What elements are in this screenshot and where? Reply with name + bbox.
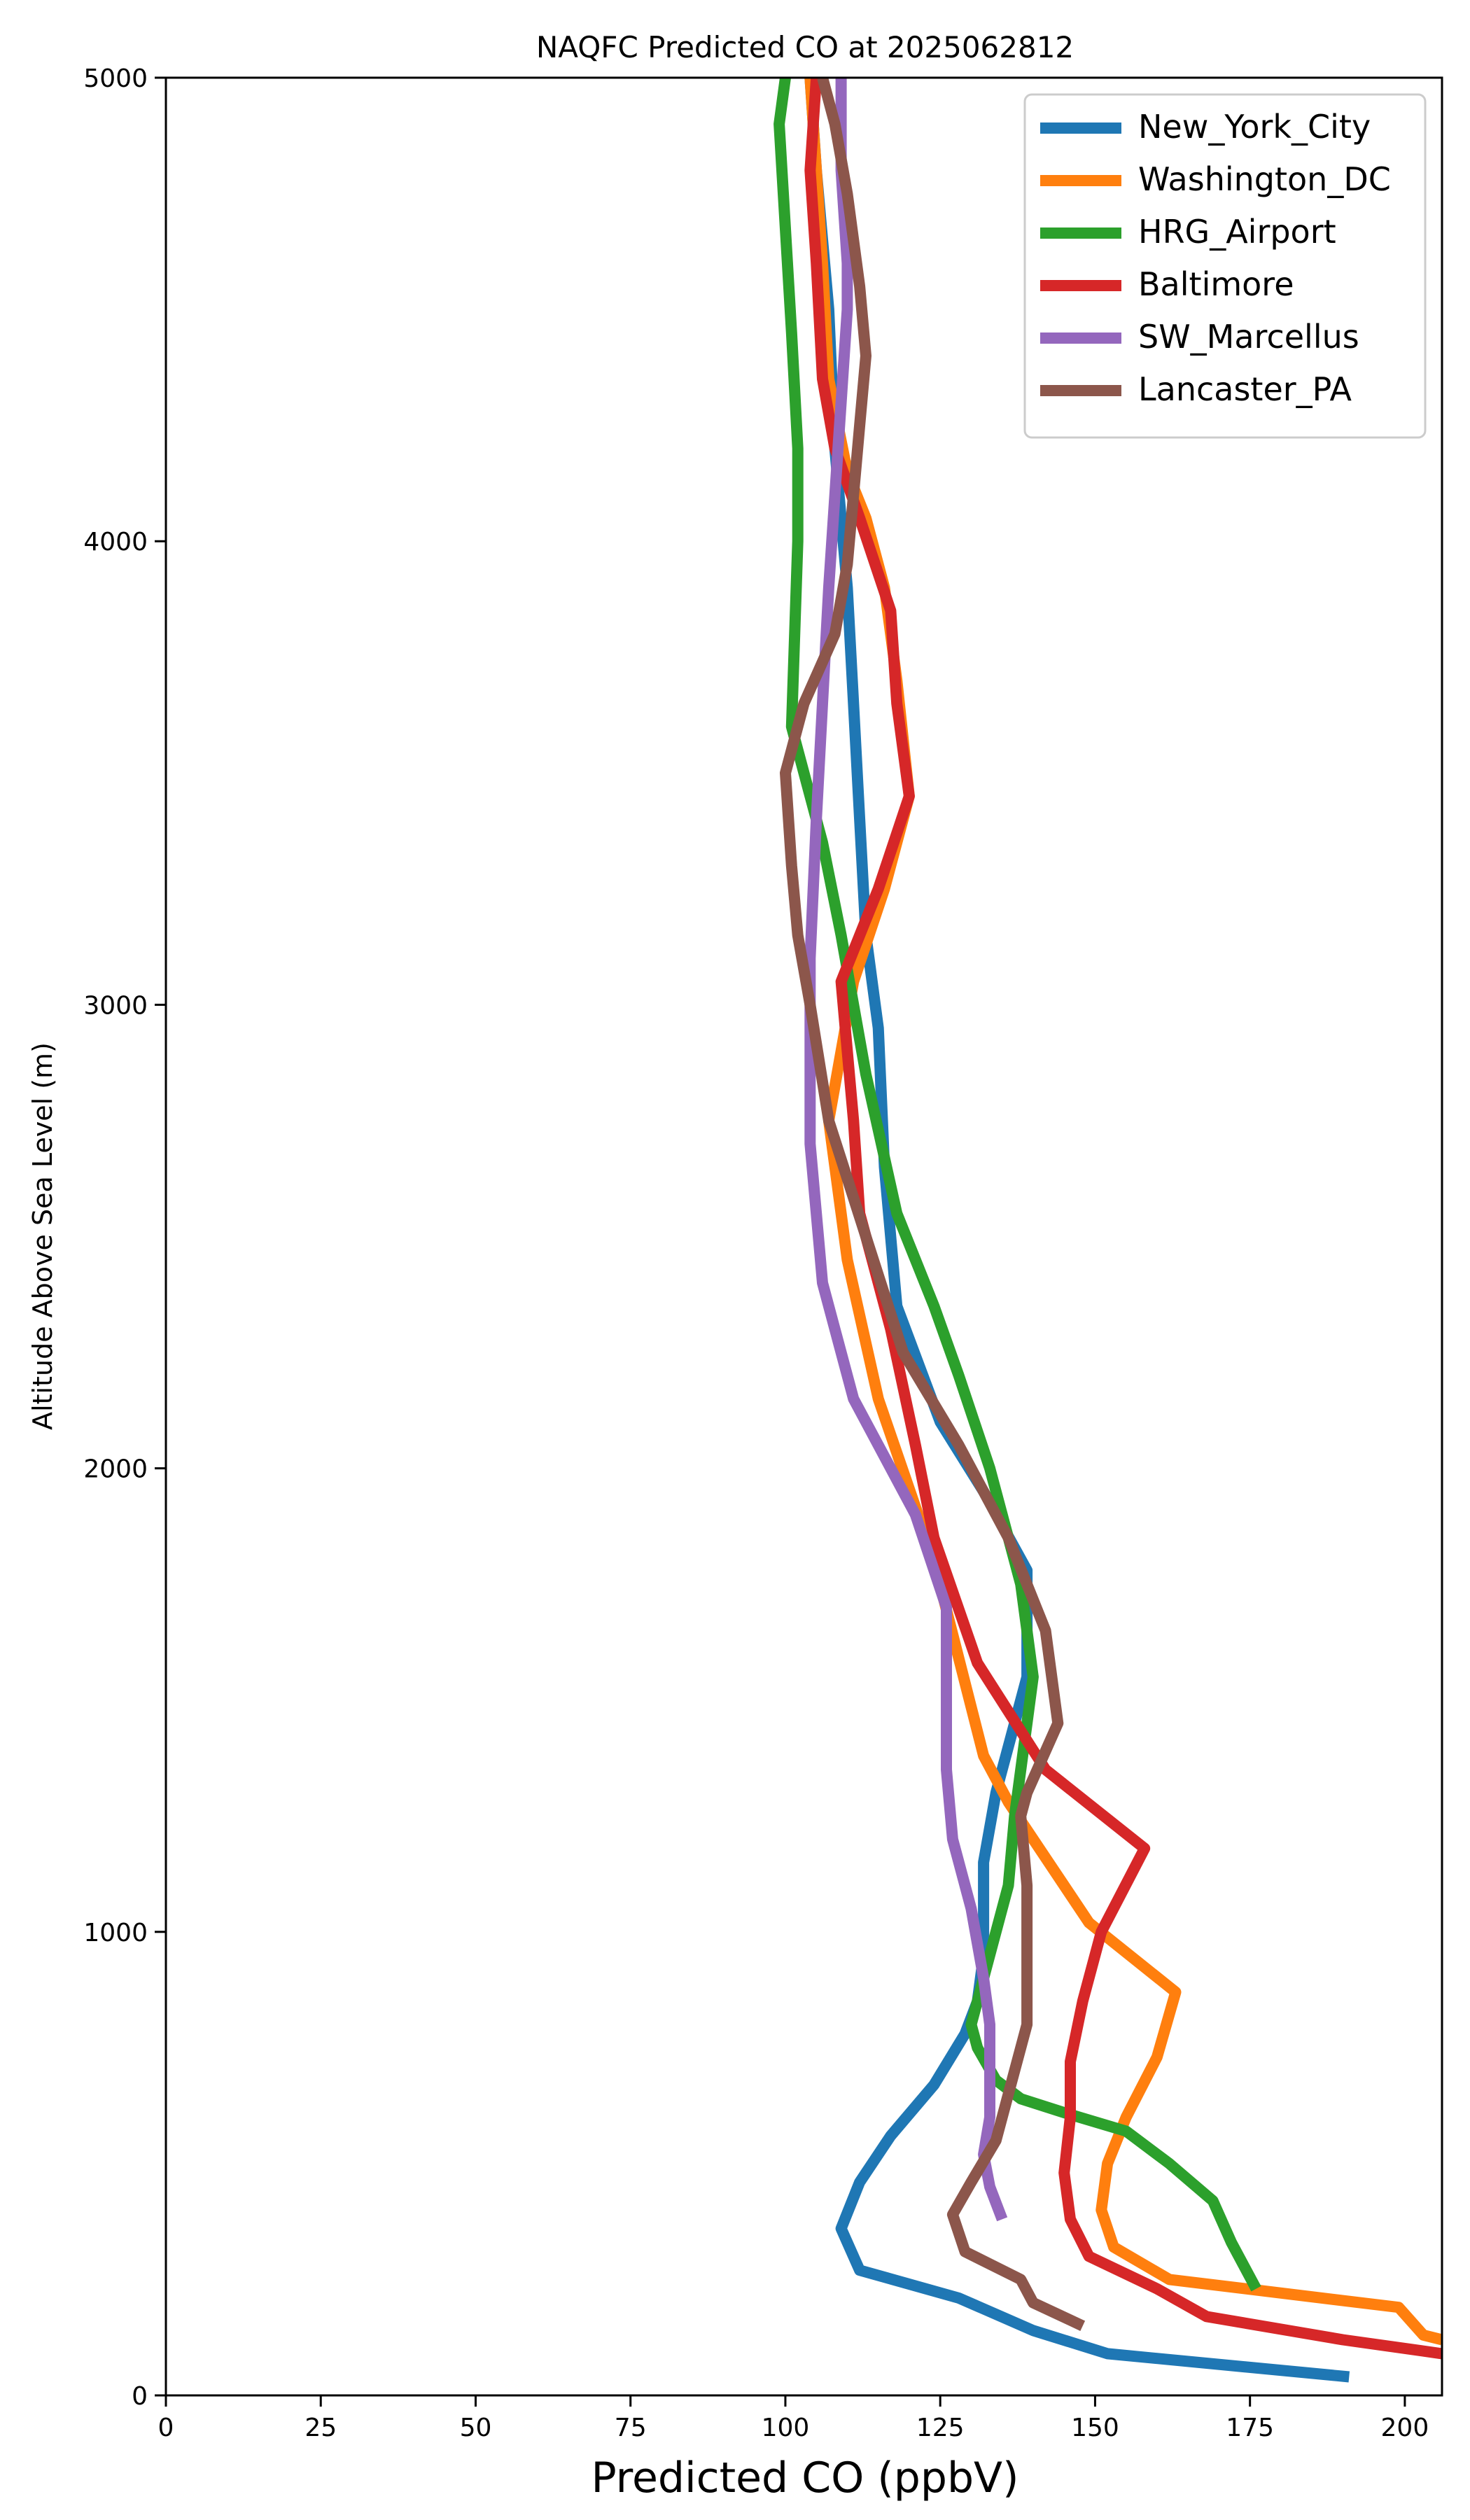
x-axis-label: Predicted CO (ppbV) xyxy=(591,2454,1018,2502)
y-tick-label: 4000 xyxy=(83,528,148,556)
series-line-baltimore xyxy=(804,78,1442,2360)
legend-label: New_York_City xyxy=(1138,108,1371,146)
plot-frame xyxy=(164,76,1443,2397)
legend-label: Baltimore xyxy=(1138,265,1294,303)
y-axis-ticks: 0 1000 2000 3000 4000 5000 xyxy=(83,64,166,2411)
chart-title: NAQFC Predicted CO at 2025062812 xyxy=(536,30,1074,64)
y-tick-label: 0 xyxy=(132,2382,148,2411)
x-tick-label: 175 xyxy=(1226,2414,1274,2442)
x-tick-label: 200 xyxy=(1381,2414,1429,2442)
legend-label: HRG_Airport xyxy=(1138,213,1336,251)
legend: New_York_City Washington_DC HRG_Airport Bal… xyxy=(1023,93,1427,439)
y-tick-label: 5000 xyxy=(83,64,148,93)
y-axis-label: Altitude Above Sea Level (m) xyxy=(27,1042,58,1430)
legend-label: SW_Marcellus xyxy=(1138,318,1359,356)
legend-label: Lancaster_PA xyxy=(1138,370,1352,408)
legend-box xyxy=(1023,93,1427,439)
x-tick-label: 50 xyxy=(460,2414,492,2442)
series-layer xyxy=(774,78,1442,2383)
x-axis-ticks: 0 25 50 75 100 125 150 175 200 xyxy=(158,2395,1429,2442)
y-tick-label: 3000 xyxy=(83,991,148,1020)
x-tick-label: 0 xyxy=(158,2414,174,2442)
series-line-lancaster-pa xyxy=(780,78,1086,2331)
x-tick-label: 150 xyxy=(1071,2414,1119,2442)
series-line-hrg-airport xyxy=(774,78,1261,2292)
y-tick-label: 1000 xyxy=(83,1919,148,1947)
x-tick-label: 125 xyxy=(916,2414,965,2442)
x-tick-label: 75 xyxy=(615,2414,647,2442)
x-tick-label: 100 xyxy=(762,2414,810,2442)
series-line-sw-marcellus xyxy=(804,78,1008,2222)
y-tick-label: 2000 xyxy=(83,1455,148,1484)
legend-label: Washington_DC xyxy=(1138,160,1391,198)
x-tick-label: 25 xyxy=(304,2414,337,2442)
